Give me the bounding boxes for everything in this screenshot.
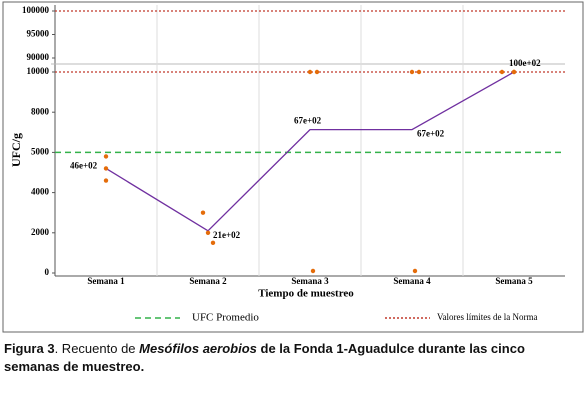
data-point [200,210,206,215]
chart-border [2,1,584,333]
data-point [103,178,109,183]
data-point [314,69,320,75]
legend-label: Valores límites de la Norma [437,312,537,322]
data-label: 21e+02 [213,230,241,240]
x-tick-label: Semana 1 [87,276,125,286]
data-point [412,268,418,274]
data-point [307,69,313,75]
y-tick-label: 95000 [27,29,50,39]
data-point [210,240,216,246]
data-point [205,230,211,235]
x-tick-label: Semana 5 [495,276,533,286]
data-point [416,69,422,75]
caption-text: . Recuento de [54,341,140,356]
y-tick-label: 8000 [31,106,50,116]
data-point [103,154,109,159]
caption-label: Figura 3 [4,341,55,356]
caption-italic: Mesófilos aerobios [139,341,257,356]
data-point [310,268,316,274]
y-tick-label: 90000 [27,52,50,62]
y-tick-label: 4000 [31,187,50,197]
x-tick-label: Semana 2 [189,276,227,286]
y-tick-label: 10000 [27,66,50,76]
y-tick-label: 100000 [22,5,50,15]
y-tick-label: 2000 [31,227,50,237]
data-line [105,71,515,232]
data-point [103,166,109,171]
data-label: 67e+02 [294,116,322,126]
data-point [409,69,415,75]
data-label: 46e+02 [70,161,98,171]
x-tick-label: Semana 4 [393,276,431,286]
legend-label: UFC Promedio [192,312,259,324]
caption-text: de la Fonda 1-Aguadulce durante las cinc… [4,341,525,374]
data-point [499,69,505,75]
x-axis-title: Tiempo de muestreo [258,288,354,300]
x-tick-label: Semana 3 [291,276,329,286]
chart: Tiempo de muestreo UFC/g 0 2000 4000 5000 80… [2,1,584,333]
y-tick-label: 5000 [31,146,50,156]
y-axis-title: UFC/g [9,133,23,167]
data-label: 67e+02 [417,129,445,139]
caption: Figura 3. Recuento de Mesófilos aerobios… [4,340,584,376]
data-label: 100e+02 [509,58,541,68]
y-tick-label: 0 [45,267,50,277]
data-point [511,69,517,75]
